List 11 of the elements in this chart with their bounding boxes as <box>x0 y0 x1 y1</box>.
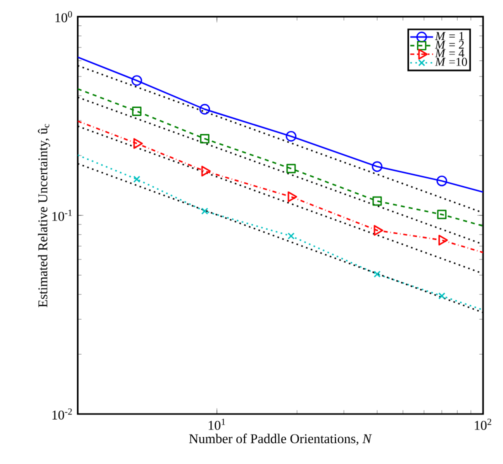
x-tick-label: 10$^{2}$ <box>474 418 492 430</box>
x-tick-label: 10$^{1}$ <box>208 418 226 430</box>
y-axis-title: Estimated Relative Uncertainty, û$_{c}$ <box>38 124 50 308</box>
legend-label: M =10 <box>434 58 467 66</box>
x-axis-title: Number of Paddle Orientations, N <box>189 434 372 446</box>
y-tick-label: 10$^{-2}$ <box>52 408 72 420</box>
legend-label: M = 1 <box>434 32 464 40</box>
y-tick-label: 10$^{-1}$ <box>52 210 72 221</box>
legend-label: M = 4 <box>434 49 464 58</box>
legend-label: M = 2 <box>434 40 464 49</box>
y-tick-label: 10$^{0}$ <box>56 11 72 22</box>
